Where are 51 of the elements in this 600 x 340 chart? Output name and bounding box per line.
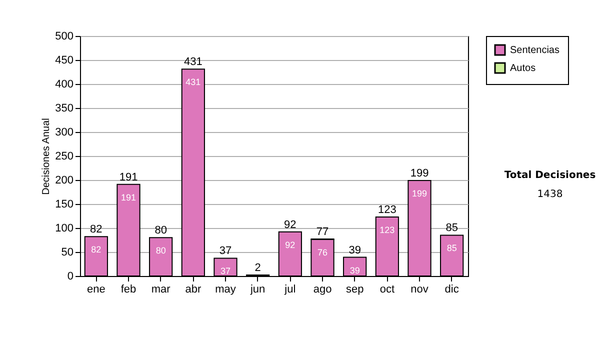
total-label: 39 [348,244,361,256]
data-label: 199 [412,188,428,198]
text: 1438 [536,189,564,200]
y-tick-label: 50 [61,246,74,258]
data-label: 37 [220,266,231,276]
total-label: 82 [90,224,102,236]
y-tick-label: 150 [55,198,74,210]
total-label: 80 [154,224,167,237]
total-label: 191 [119,171,138,184]
y-axis-title: Decisiones Anual [41,118,52,195]
legend-label: Sentencias [510,45,560,56]
y-tick-label: 100 [55,222,74,234]
total-label: 2 [254,262,261,274]
y-tick-label: 250 [55,150,74,162]
x-tick-label: ago [313,284,332,296]
x-tick-label: may [215,284,236,296]
y-tick-label: 500 [55,30,74,42]
total-label: 85 [446,222,458,234]
data-label: 85 [446,243,457,254]
data-label: 76 [317,248,328,258]
total-label: 37 [219,245,232,258]
y-tick-label: 400 [55,78,74,90]
x-tick-label: nov [410,284,429,296]
data-label: 80 [156,246,166,256]
x-tick-label: sep [346,284,364,296]
data-label: 39 [350,265,360,276]
total-label: 431 [184,56,202,68]
x-tick-label: mar [151,284,171,296]
y-tick-label: 300 [55,126,74,138]
x-tick-label: jul [284,284,296,296]
total-label: 199 [410,167,429,180]
x-tick-label: feb [120,284,136,296]
data-label: 191 [120,192,136,202]
data-label: 431 [186,77,201,88]
legend-label: Autos [510,63,536,74]
data-label: 123 [380,224,395,235]
data-label: 92 [285,240,296,250]
text: Total Decisiones [503,170,597,181]
x-tick-label: ene [86,284,106,296]
x-tick-label: dic [444,284,460,296]
y-tick-label: 350 [55,102,74,114]
y-tick-label: 200 [55,174,74,186]
total-label: 92 [284,218,296,231]
x-tick-label: jun [249,284,266,296]
total-label: 77 [316,226,329,238]
total-label: 123 [378,204,396,216]
x-tick-label: oct [380,284,395,296]
x-tick-label: abr [185,284,202,296]
y-tick-label: 450 [55,54,74,66]
data-label: 82 [91,244,102,255]
y-tick-label: 0 [67,270,74,282]
